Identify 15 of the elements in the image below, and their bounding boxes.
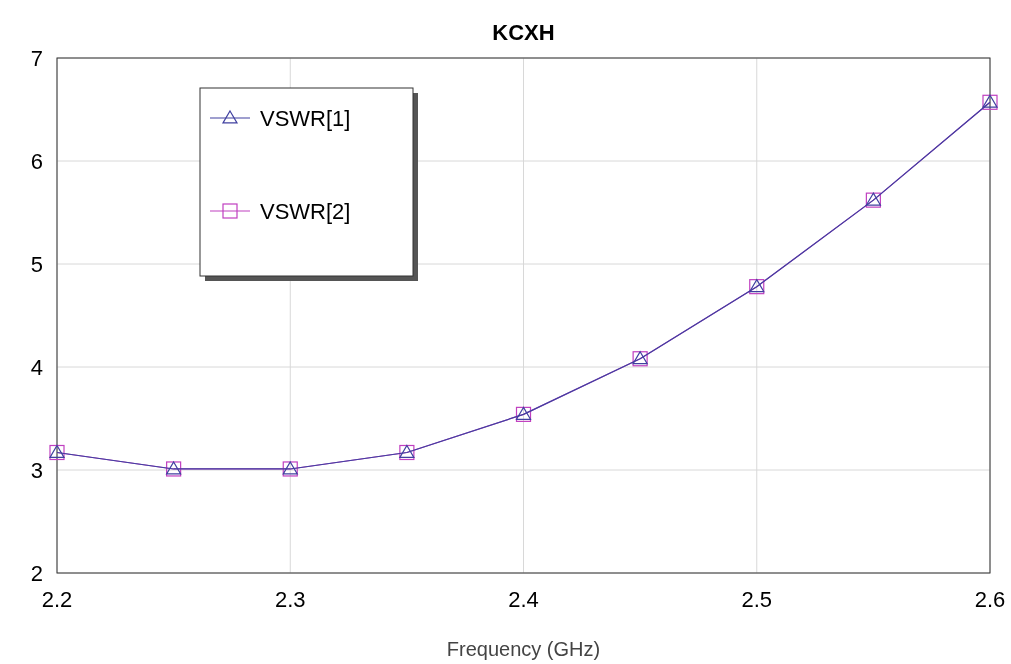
x-tick-label: 2.2	[41, 587, 73, 612]
x-tick-label: 2.6	[974, 587, 1006, 612]
legend-label: VSWR[1]	[260, 106, 351, 131]
x-axis-title: Frequency (GHz)	[446, 638, 601, 660]
x-tick-label: 2.3	[274, 587, 306, 612]
y-tick-label: 3	[30, 458, 43, 483]
y-tick-label: 7	[30, 46, 43, 71]
x-tick-label: 2.5	[741, 587, 773, 612]
x-tick-label: 2.4	[508, 587, 539, 612]
y-tick-label: 6	[30, 149, 43, 174]
legend-label: VSWR[2]	[260, 199, 351, 224]
y-tick-label: 5	[30, 252, 43, 277]
chart-title: KCXH	[492, 20, 555, 45]
y-tick-label: 4	[30, 355, 43, 380]
y-tick-label: 2	[30, 561, 43, 586]
